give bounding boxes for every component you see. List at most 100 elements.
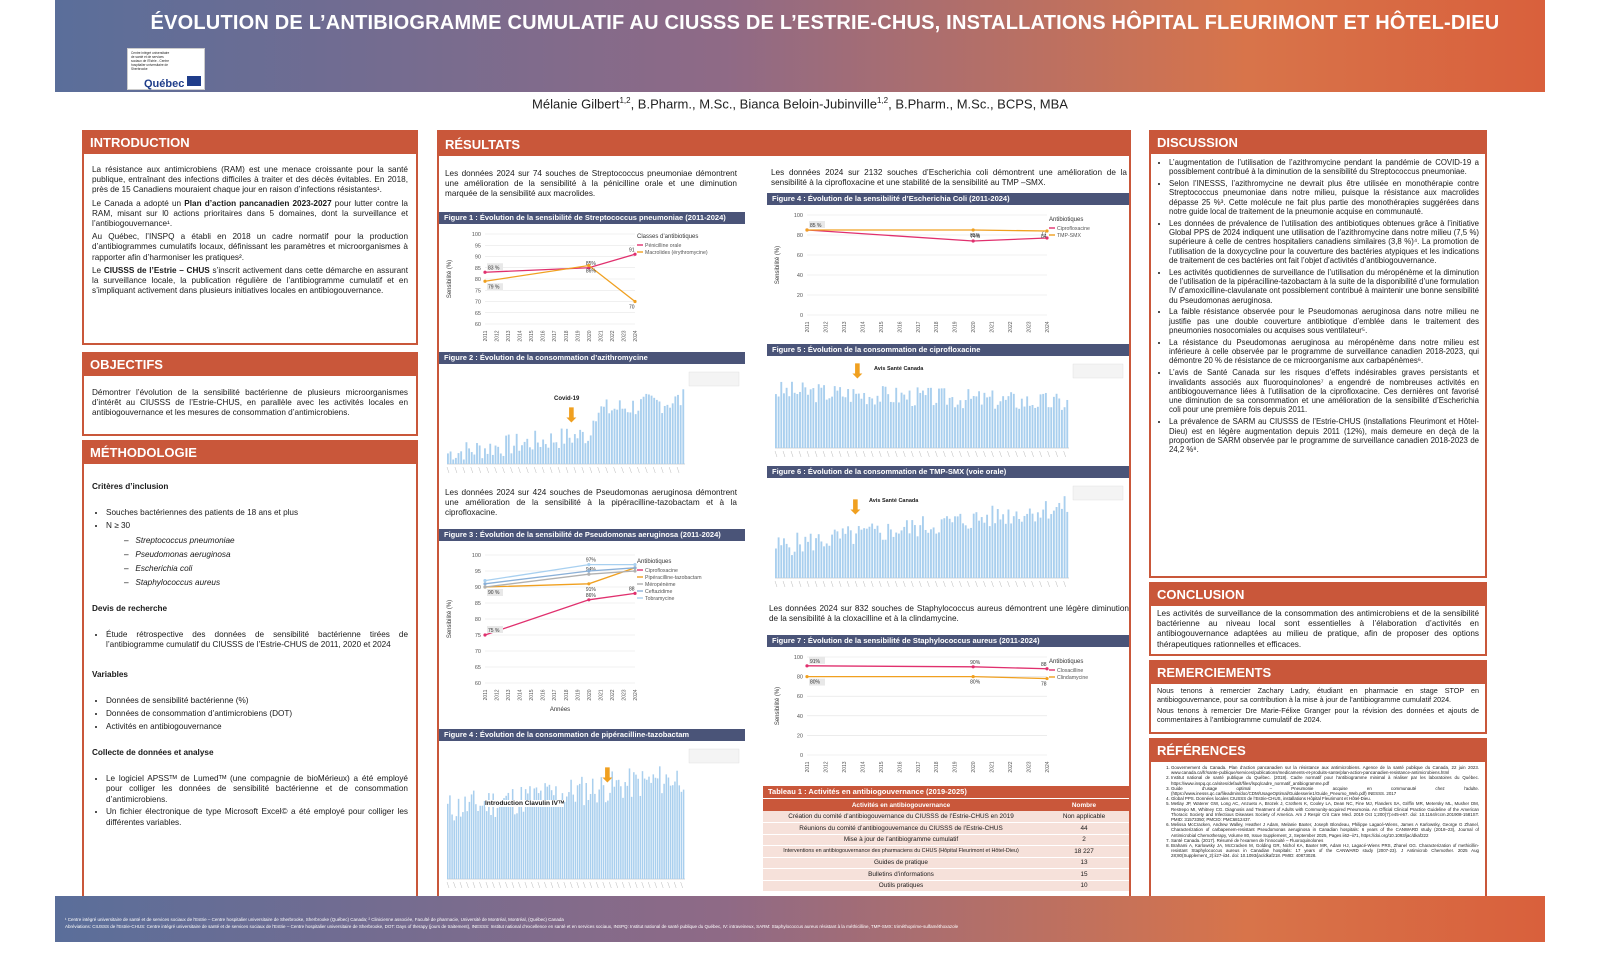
x-tick-label: 2019 <box>575 330 581 341</box>
bar <box>669 407 671 464</box>
bar <box>680 791 683 879</box>
x-tick-label: 2016 <box>541 689 547 700</box>
bar <box>1034 407 1037 448</box>
x-tick-label: 2022 <box>1008 321 1014 332</box>
bar <box>548 784 551 879</box>
x-tick <box>927 450 930 458</box>
x-tick-label: 2015 <box>879 321 885 332</box>
x-tick <box>502 466 505 474</box>
bar <box>499 453 502 464</box>
bar <box>964 525 967 578</box>
x-tick-label: 2017 <box>552 689 558 700</box>
bar <box>459 816 462 879</box>
bar <box>855 393 858 448</box>
bar <box>879 401 882 448</box>
x-tick-label: 2013 <box>506 689 512 700</box>
reference-item: Brahami A, Karlowsky JA, McCracken M, Go… <box>1171 843 1479 859</box>
list-item: Les activités quotidiennes de surveillan… <box>1169 268 1479 305</box>
bar <box>951 522 954 578</box>
table-header: Activités en antibiogouvernance <box>763 799 1039 811</box>
references-panel: RÉFÉRENCES Gouvernement du Canada. Plan … <box>1149 738 1487 898</box>
bar <box>1060 508 1063 578</box>
x-tick <box>782 580 786 588</box>
bar <box>579 429 582 464</box>
bar <box>626 412 629 464</box>
bar <box>581 776 583 879</box>
bar <box>574 801 577 879</box>
x-tick <box>814 450 818 458</box>
x-tick <box>680 881 683 889</box>
reference-item: Gouvernement du Canada. Plan d’action pa… <box>1171 765 1479 775</box>
bar <box>777 537 780 578</box>
data-label: 90% <box>970 660 981 666</box>
x-tick <box>895 580 898 588</box>
bar <box>791 381 793 448</box>
ciusss-logo: Centre intégré universitaire de santé et… <box>127 48 205 90</box>
x-tick <box>911 580 914 588</box>
x-tick <box>498 881 502 889</box>
data-point <box>587 572 591 576</box>
x-tick <box>830 580 834 588</box>
bar <box>946 516 948 578</box>
bar <box>475 804 477 879</box>
bar <box>911 405 914 448</box>
data-point <box>587 582 591 586</box>
x-tick <box>790 580 794 588</box>
x-tick <box>959 450 962 458</box>
series-line <box>807 229 1048 232</box>
reference-item: Global PPS. Données locales CIUSSS de l’… <box>1171 796 1479 801</box>
bar <box>460 451 463 464</box>
bar <box>1036 512 1039 578</box>
legend-title: Antibiotiques <box>1049 217 1083 223</box>
x-tick <box>637 466 640 474</box>
x-tick <box>838 450 842 458</box>
y-tick-label: 60 <box>797 694 803 700</box>
x-tick <box>999 450 1002 458</box>
bar <box>777 396 780 448</box>
figure-7-title: Figure 7 : Évolution de la sensibilité d… <box>767 635 1129 647</box>
x-tick <box>576 881 580 889</box>
bar <box>1007 509 1010 578</box>
x-tick <box>645 466 648 474</box>
bar <box>913 525 916 578</box>
legend-entry: Cloxacilline <box>1057 668 1083 674</box>
result-text-pa: Les données 2024 sur 424 souches de Pseu… <box>445 488 737 517</box>
data-point <box>971 665 975 669</box>
reference-item: Institut national de santé publique du Q… <box>1171 775 1479 785</box>
legend-entry: Méropénème <box>645 582 676 588</box>
x-tick <box>466 881 469 889</box>
bar <box>849 401 852 448</box>
bar <box>647 394 650 464</box>
x-tick-label: 2020 <box>587 330 593 341</box>
bar <box>946 404 948 448</box>
x-tick <box>518 881 521 889</box>
table-cell: Interventions en antibiogouvernance des … <box>763 845 1039 858</box>
table-header-row: Activités en antibiogouvernance Nombre <box>763 799 1129 811</box>
series-line <box>484 592 636 636</box>
bar <box>897 402 900 448</box>
x-tick <box>505 881 508 889</box>
bar <box>658 401 661 464</box>
legend-entry: TMP-SMX <box>1057 233 1081 239</box>
data-point <box>633 299 637 304</box>
x-tick-label: 2024 <box>1045 321 1051 332</box>
y-tick-label: 80 <box>475 277 481 283</box>
bar <box>1050 514 1053 578</box>
bar <box>603 406 605 464</box>
table-cell: Création du comité d’antibiogouvernance … <box>763 811 1039 823</box>
bar <box>451 814 453 879</box>
x-tick <box>822 580 826 588</box>
bar <box>1018 518 1021 578</box>
bar <box>490 815 492 879</box>
data-point <box>587 563 591 567</box>
y-tick-label: 60 <box>797 253 803 259</box>
bar <box>522 811 525 879</box>
authors: Mélanie Gilbert1,2, B.Pharm., M.Sc., Bia… <box>55 96 1545 111</box>
x-tick-label: 2013 <box>506 330 512 341</box>
bar <box>494 445 497 464</box>
bar <box>962 523 964 578</box>
x-tick <box>609 881 612 889</box>
discussion-list: L’augmentation de l’utilisation de l’azi… <box>1169 158 1479 454</box>
bar <box>659 766 661 879</box>
